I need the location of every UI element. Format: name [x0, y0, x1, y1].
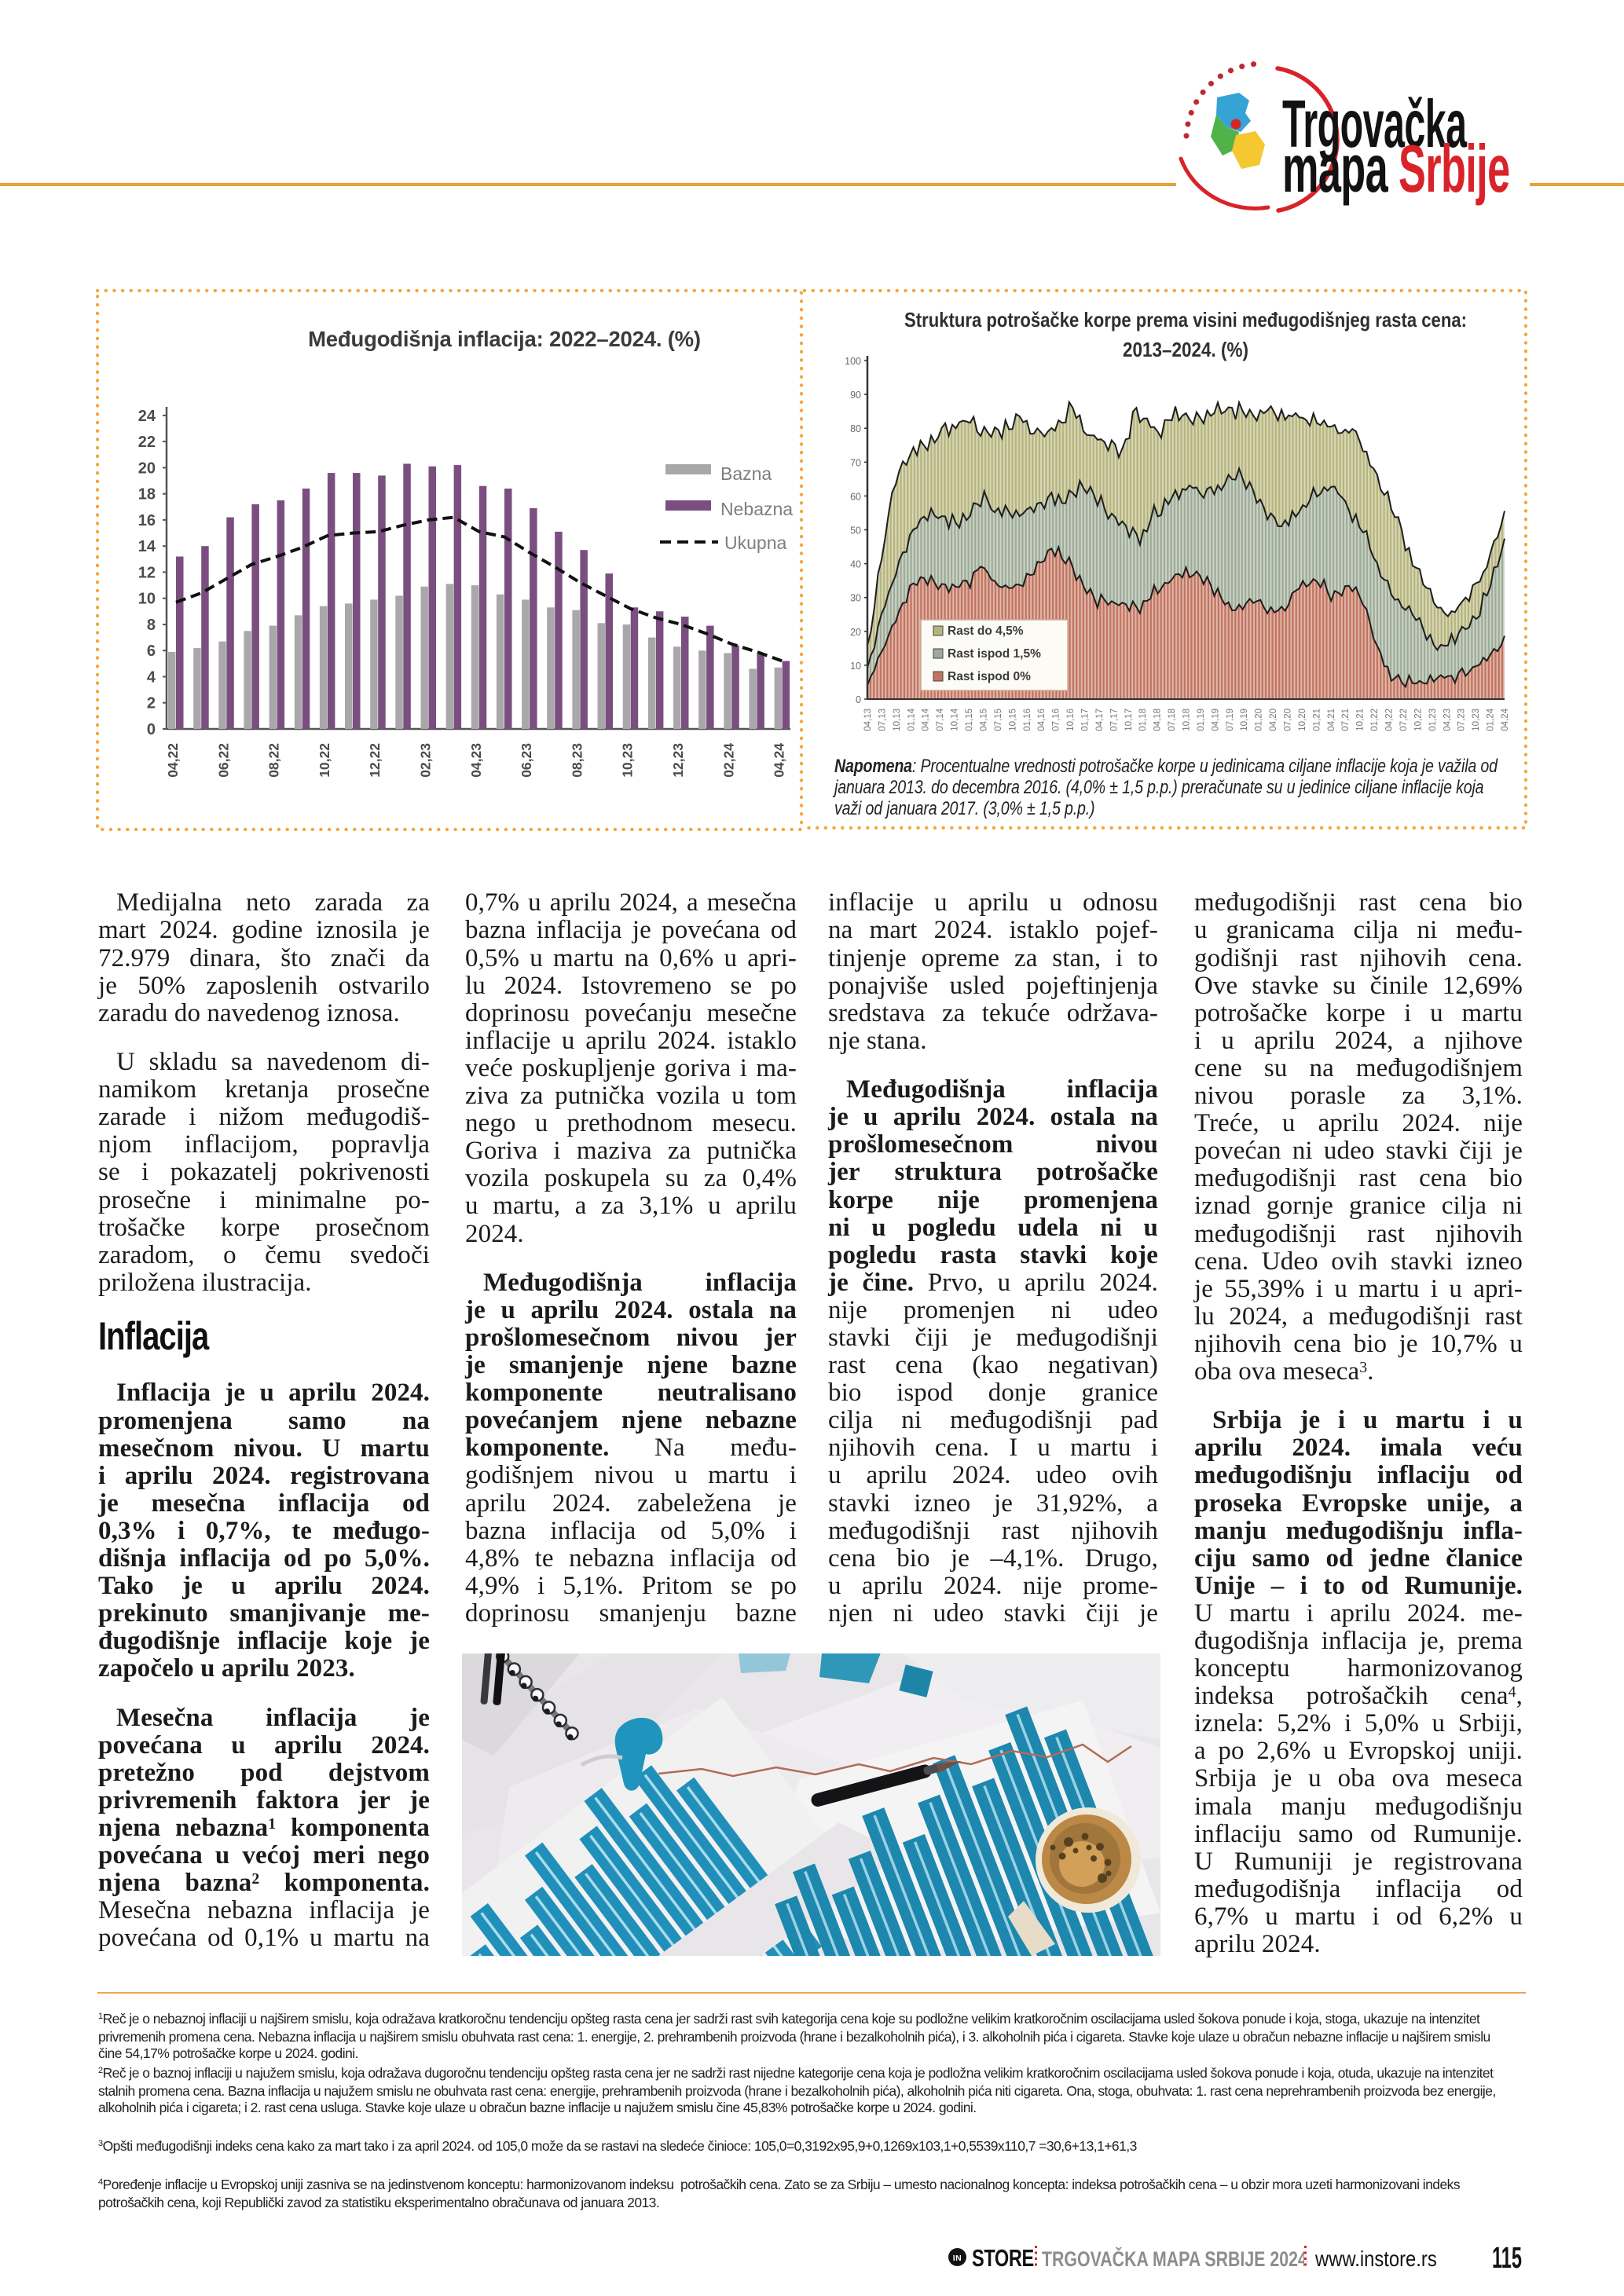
svg-text:10,13: 10,13 — [893, 709, 902, 731]
svg-text:Rast do 4,5%: Rast do 4,5% — [948, 624, 1024, 638]
svg-text:02,23: 02,23 — [418, 743, 434, 778]
svg-text:4: 4 — [147, 669, 156, 687]
svg-text:08,22: 08,22 — [266, 743, 282, 778]
svg-text:01,22: 01,22 — [1370, 709, 1380, 731]
svg-text:20: 20 — [850, 627, 861, 638]
svg-text:24: 24 — [138, 408, 156, 425]
svg-text:01,23: 01,23 — [1428, 709, 1438, 731]
svg-text:08,23: 08,23 — [569, 743, 585, 778]
svg-text:60: 60 — [850, 491, 861, 502]
svg-text:04,19: 04,19 — [1211, 709, 1220, 731]
svg-text:Nebazna: Nebazna — [720, 499, 793, 519]
svg-text:04,13: 04,13 — [863, 709, 873, 731]
svg-text:100: 100 — [845, 356, 861, 367]
svg-text:18: 18 — [138, 486, 156, 504]
svg-text:14: 14 — [138, 538, 156, 555]
svg-text:01,17: 01,17 — [1081, 709, 1091, 731]
svg-text:Bazna: Bazna — [720, 463, 772, 484]
svg-text:12,22: 12,22 — [367, 743, 383, 778]
svg-text:6: 6 — [147, 643, 156, 660]
svg-text:07,21: 07,21 — [1341, 709, 1351, 731]
svg-text:Rast ispod 0%: Rast ispod 0% — [948, 670, 1031, 683]
svg-text:10,17: 10,17 — [1124, 709, 1134, 731]
svg-text:10,16: 10,16 — [1066, 709, 1076, 731]
svg-text:40: 40 — [850, 559, 861, 570]
svg-text:10,23: 10,23 — [620, 743, 636, 778]
svg-text:Rast ispod 1,5%: Rast ispod 1,5% — [948, 647, 1041, 661]
svg-text:07,20: 07,20 — [1284, 709, 1293, 731]
svg-text:04,23: 04,23 — [468, 743, 484, 778]
svg-text:0: 0 — [147, 721, 156, 738]
svg-text:Trgovačka: Trgovačka — [1282, 86, 1467, 162]
svg-text:04,21: 04,21 — [1327, 709, 1336, 731]
svg-text:07,13: 07,13 — [878, 709, 887, 731]
svg-text:04,22: 04,22 — [1385, 709, 1395, 731]
svg-text:04,18: 04,18 — [1153, 709, 1163, 731]
svg-text:30: 30 — [850, 593, 861, 604]
svg-text:07,19: 07,19 — [1226, 709, 1235, 731]
svg-text:01,24: 01,24 — [1487, 708, 1496, 731]
svg-text:01,18: 01,18 — [1138, 709, 1148, 731]
svg-text:10,14: 10,14 — [951, 708, 960, 731]
svg-text:IN: IN — [953, 2254, 962, 2263]
svg-text:07,17: 07,17 — [1109, 709, 1119, 731]
svg-text:22: 22 — [138, 434, 156, 451]
svg-text:90: 90 — [850, 390, 861, 401]
svg-text:10,22: 10,22 — [1413, 709, 1423, 731]
svg-text:12,23: 12,23 — [670, 743, 686, 778]
svg-text:04,15: 04,15 — [980, 709, 989, 731]
svg-text:10,18: 10,18 — [1182, 709, 1192, 731]
svg-text:07,15: 07,15 — [994, 709, 1003, 731]
svg-text:06,23: 06,23 — [519, 743, 534, 778]
svg-text:8: 8 — [147, 617, 156, 634]
svg-text:07,14: 07,14 — [936, 708, 945, 731]
svg-text:01,20: 01,20 — [1255, 709, 1264, 731]
svg-text:07,23: 07,23 — [1457, 709, 1467, 731]
svg-text:10,21: 10,21 — [1356, 709, 1366, 731]
svg-text:10,22: 10,22 — [317, 743, 332, 778]
svg-text:06,22: 06,22 — [215, 743, 231, 778]
svg-text:12: 12 — [138, 564, 156, 581]
svg-text:Ukupna: Ukupna — [724, 533, 786, 553]
svg-text:04,24: 04,24 — [772, 743, 787, 778]
svg-text:07,22: 07,22 — [1399, 709, 1409, 731]
svg-text:10,19: 10,19 — [1240, 709, 1249, 731]
svg-text:10: 10 — [138, 591, 156, 608]
svg-text:02,24: 02,24 — [720, 743, 736, 778]
svg-text:Međugodišnja inflacija: 2022–2: Međugodišnja inflacija: 2022–2024. (%) — [308, 327, 701, 351]
svg-text:20: 20 — [138, 460, 156, 477]
svg-text:mapa Srbije: mapa Srbije — [1282, 131, 1510, 206]
svg-text:01,14: 01,14 — [907, 708, 916, 731]
svg-text:2: 2 — [147, 695, 156, 712]
svg-text:50: 50 — [850, 525, 861, 536]
svg-text:07,18: 07,18 — [1168, 709, 1177, 731]
svg-text:16: 16 — [138, 512, 156, 529]
svg-text:04,22: 04,22 — [165, 743, 181, 778]
svg-text:04,23: 04,23 — [1443, 709, 1452, 731]
svg-text:01,16: 01,16 — [1023, 709, 1032, 731]
svg-text:2013–2024. (%): 2013–2024. (%) — [1123, 338, 1248, 361]
svg-text:0: 0 — [856, 694, 861, 705]
svg-text:04,17: 04,17 — [1095, 709, 1105, 731]
svg-text:80: 80 — [850, 423, 861, 434]
svg-text:07,16: 07,16 — [1052, 709, 1061, 731]
svg-text:01,15: 01,15 — [965, 709, 974, 731]
svg-text:04,16: 04,16 — [1037, 709, 1047, 731]
svg-text:10: 10 — [850, 661, 861, 672]
svg-text:10,15: 10,15 — [1008, 709, 1017, 731]
svg-text:04,24: 04,24 — [1501, 708, 1510, 731]
svg-text:10,23: 10,23 — [1472, 709, 1481, 731]
svg-text:10,20: 10,20 — [1298, 709, 1307, 731]
svg-text:04,20: 04,20 — [1269, 709, 1278, 731]
svg-text:01,21: 01,21 — [1312, 709, 1322, 731]
svg-text:04,14: 04,14 — [922, 708, 931, 731]
svg-text:Struktura potrošačke korpe pr: Struktura potrošačke korpe prema visini … — [904, 308, 1467, 331]
svg-text:70: 70 — [850, 457, 861, 468]
svg-text:01,19: 01,19 — [1197, 709, 1206, 731]
